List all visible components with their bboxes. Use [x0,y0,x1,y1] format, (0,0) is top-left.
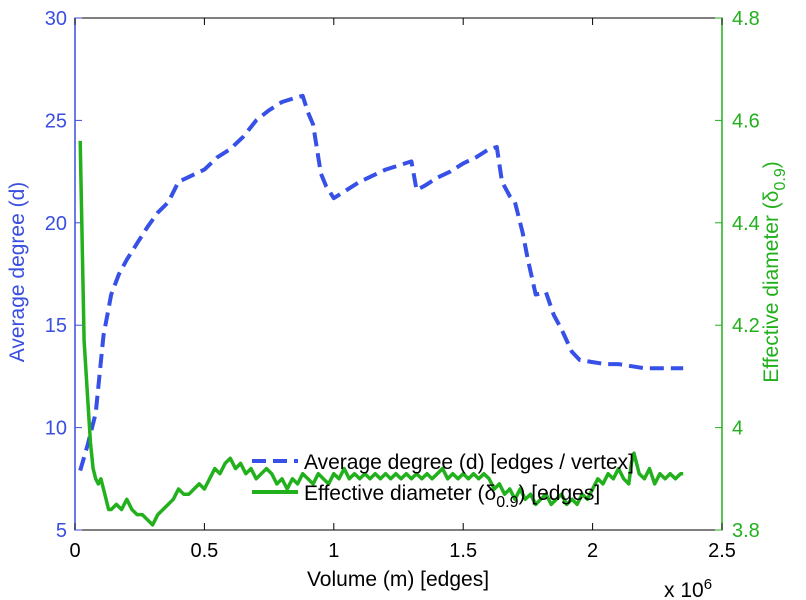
x-tick-label: 1 [328,540,339,562]
x-axis-multiplier-base: x 10 [664,579,704,600]
right-y-axis-label-subscript: 0.9 [772,168,789,190]
left-y-tick-label: 5 [56,520,67,542]
left-y-tick-label: 30 [45,8,67,30]
x-axis-label: Volume (m) [edges] [307,568,489,591]
legend-diameter-label-subscript: 0.9 [496,494,518,511]
left-y-axis-label: Average degree (d) [6,182,29,363]
x-tick-label: 1.5 [449,540,477,562]
right-y-tick-label: 4.8 [732,8,760,30]
x-tick-label: 2.5 [708,540,736,562]
x-axis-multiplier-exponent: 6 [704,576,712,593]
x-axis-multiplier: x 106 [664,576,712,600]
legend: Average degree (d) [edges / vertex] Effe… [252,451,634,511]
right-y-axis-label: Effective diameter (δ0.9) [760,161,789,382]
right-y-tick-label: 4.2 [732,315,760,337]
legend-diameter-label: Effective diameter (δ0.9) [edges] [304,482,600,511]
series-layer [78,93,684,527]
right-y-tick-label: 4 [732,418,743,440]
right-y-axis-label-main: Effective diameter (δ [760,191,783,383]
left-y-tick-label: 15 [45,315,67,337]
average-degree-series-line [78,93,684,472]
axes-layer [74,17,723,531]
x-tick-label: 0 [69,540,80,562]
right-y-axis-label-close: ) [760,161,783,168]
legend-diameter-label-main: Effective diameter (δ [304,482,496,505]
right-y-tick-label: 4.4 [732,213,760,235]
x-tick-label: 2 [587,540,598,562]
right-y-tick-label: 3.8 [732,520,760,542]
left-y-tick-label: 10 [45,418,67,440]
legend-degree-label: Average degree (d) [edges / vertex] [304,451,634,474]
left-y-tick-label: 25 [45,110,67,132]
right-y-tick-label: 4.6 [732,110,760,132]
legend-diameter-label-close: ) [edges] [518,482,600,505]
ticks-layer: 0 0.5 1 1.5 2 2.5 5 10 15 20 25 30 3.8 4 4.2 4.4 4.6 4.8 [45,8,760,562]
x-tick-label: 0.5 [190,540,218,562]
left-y-tick-label: 20 [45,213,67,235]
effective-diameter-series-line [78,140,684,527]
